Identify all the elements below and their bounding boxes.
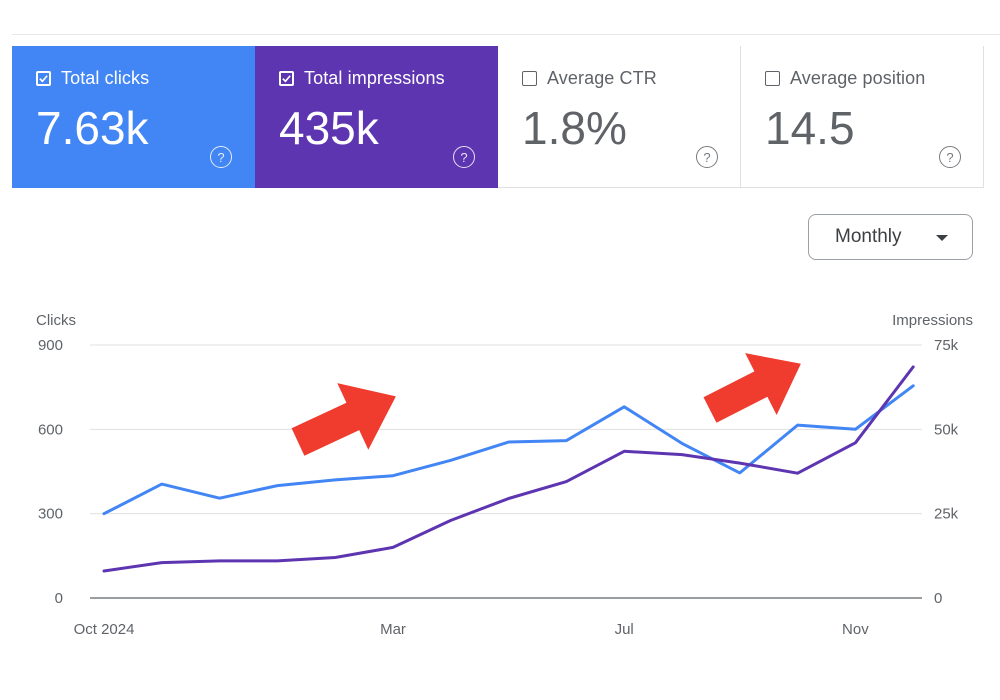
total-clicks-label: Total clicks: [61, 68, 150, 88]
average-position-header: Average position: [765, 68, 983, 89]
clicks-series-line: [102, 384, 915, 516]
total-clicks-card[interactable]: Total clicks 7.63k ?: [12, 46, 255, 188]
average-position-value: 14.5: [765, 102, 855, 154]
y-left-tick-label: 0: [55, 590, 63, 607]
help-icon[interactable]: ?: [453, 146, 475, 168]
x-tick-label: Nov: [842, 621, 869, 638]
total-impressions-card[interactable]: Total impressions 435k ?: [255, 46, 498, 188]
y-left-tick-label: 600: [38, 421, 63, 438]
x-tick-label: Jul: [615, 621, 634, 638]
total-impressions-header: Total impressions: [279, 68, 498, 89]
total-impressions-label: Total impressions: [304, 68, 445, 88]
red-arrow-annotation-mar: [291, 383, 396, 456]
arrow-shape: [703, 353, 801, 423]
total-clicks-header: Total clicks: [36, 68, 255, 89]
average-position-card[interactable]: Average position 14.5 ?: [741, 46, 984, 188]
average-ctr-header: Average CTR: [522, 68, 740, 89]
metric-cards: Total clicks 7.63k ? Total impressions 4…: [12, 46, 998, 188]
arrow-shape: [291, 383, 396, 456]
help-icon[interactable]: ?: [939, 146, 961, 168]
x-tick-label: Mar: [380, 621, 406, 638]
y-left-tick-label: 300: [38, 506, 63, 523]
y-right-axis-title: Impressions: [892, 312, 973, 329]
average-position-label: Average position: [790, 68, 926, 88]
period-label: Monthly: [835, 226, 902, 247]
y-right-tick-label: 50k: [934, 421, 959, 438]
average-ctr-card[interactable]: Average CTR 1.8% ?: [498, 46, 741, 188]
red-arrow-annotation-nov: [703, 353, 801, 423]
checkbox-checked-icon[interactable]: [36, 71, 51, 86]
period-dropdown[interactable]: Monthly: [808, 214, 973, 260]
x-tick-label: Oct 2024: [74, 621, 135, 638]
help-icon[interactable]: ?: [696, 146, 718, 168]
checkbox-unchecked-icon[interactable]: [765, 71, 780, 86]
total-impressions-value: 435k: [279, 102, 379, 154]
y-right-tick-label: 0: [934, 590, 942, 607]
y-right-tick-label: 25k: [934, 506, 959, 523]
total-clicks-value: 7.63k: [36, 102, 149, 154]
average-ctr-value: 1.8%: [522, 102, 627, 154]
help-icon[interactable]: ?: [210, 146, 232, 168]
impressions-series-line: [102, 365, 915, 573]
y-right-tick-label: 75k: [934, 337, 959, 354]
y-left-axis-title: Clicks: [36, 312, 76, 329]
checkbox-checked-icon[interactable]: [279, 71, 294, 86]
checkbox-unchecked-icon[interactable]: [522, 71, 537, 86]
average-ctr-label: Average CTR: [547, 68, 657, 88]
caret-down-icon: [936, 235, 948, 241]
y-left-tick-label: 900: [38, 337, 63, 354]
